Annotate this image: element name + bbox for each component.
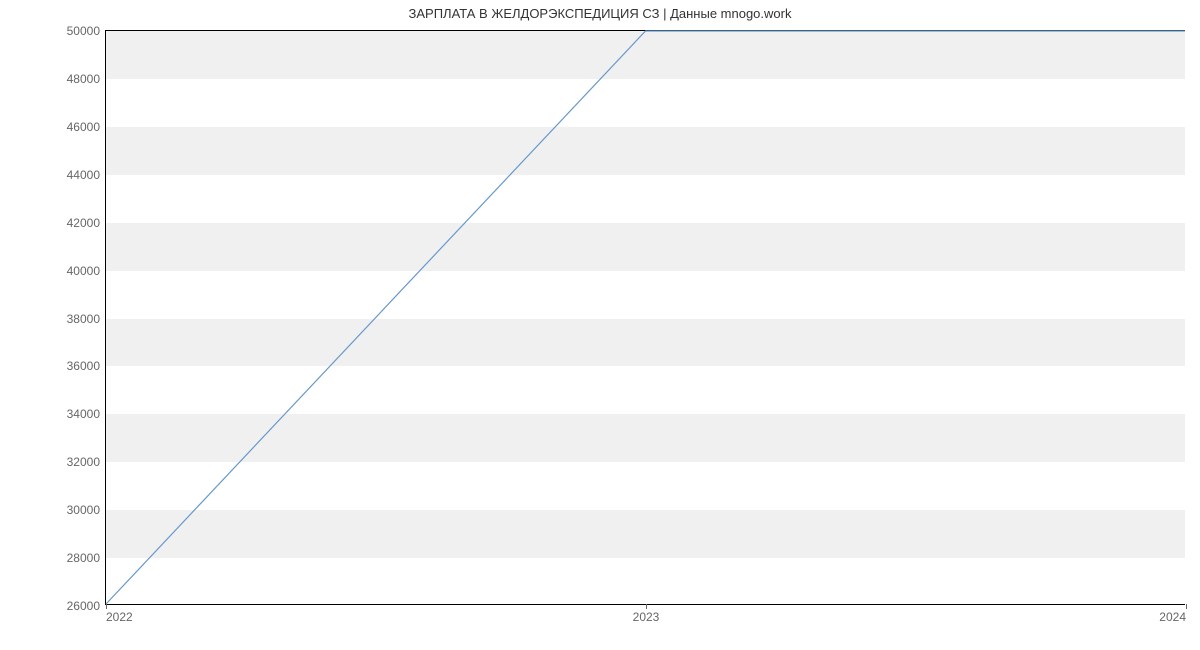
salary-chart: ЗАРПЛАТА В ЖЕЛДОРЭКСПЕДИЦИЯ СЗ | Данные … <box>0 0 1200 650</box>
x-tick-mark <box>1186 604 1187 609</box>
y-tick-label: 36000 <box>67 359 100 373</box>
series-line-salary <box>106 31 1185 604</box>
y-tick-label: 48000 <box>67 72 100 86</box>
y-tick-label: 28000 <box>67 551 100 565</box>
line-series-layer <box>106 31 1185 604</box>
y-tick-label: 26000 <box>67 599 100 613</box>
chart-title: ЗАРПЛАТА В ЖЕЛДОРЭКСПЕДИЦИЯ СЗ | Данные … <box>0 6 1200 21</box>
y-tick-label: 30000 <box>67 503 100 517</box>
x-tick-label: 2023 <box>633 610 660 624</box>
x-tick-label: 2022 <box>106 610 133 624</box>
y-tick-label: 40000 <box>67 264 100 278</box>
y-tick-label: 44000 <box>67 168 100 182</box>
y-tick-label: 50000 <box>67 24 100 38</box>
y-tick-label: 38000 <box>67 312 100 326</box>
x-tick-mark <box>646 604 647 609</box>
x-tick-label: 2024 <box>1159 610 1186 624</box>
y-tick-label: 34000 <box>67 407 100 421</box>
y-tick-label: 46000 <box>67 120 100 134</box>
y-tick-label: 32000 <box>67 455 100 469</box>
x-tick-mark <box>106 604 107 609</box>
y-tick-label: 42000 <box>67 216 100 230</box>
plot-area: 2600028000300003200034000360003800040000… <box>105 30 1185 605</box>
